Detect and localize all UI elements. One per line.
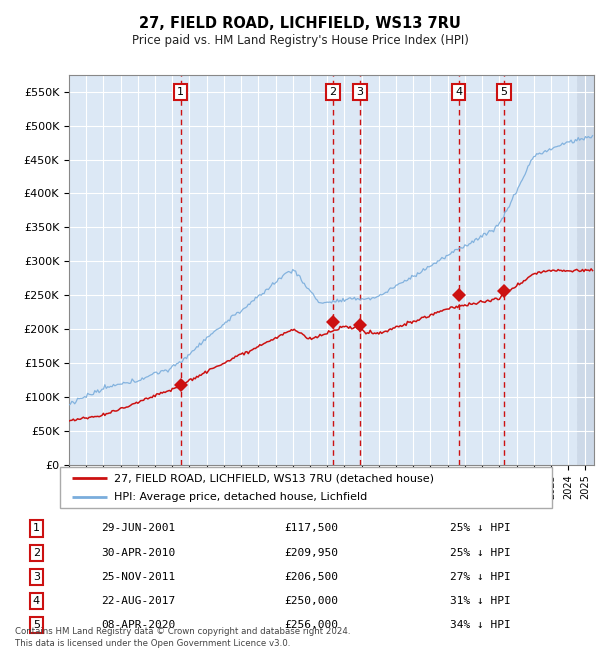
Text: 34% ↓ HPI: 34% ↓ HPI (450, 620, 511, 630)
Text: 4: 4 (455, 87, 462, 98)
Text: Contains HM Land Registry data © Crown copyright and database right 2024.
This d: Contains HM Land Registry data © Crown c… (15, 627, 350, 648)
Text: 3: 3 (356, 87, 364, 98)
Text: £250,000: £250,000 (284, 596, 338, 606)
FancyBboxPatch shape (60, 467, 552, 508)
Bar (577, 75, 594, 465)
Text: £206,500: £206,500 (284, 572, 338, 582)
Text: £256,000: £256,000 (284, 620, 338, 630)
Text: 1: 1 (32, 523, 40, 534)
Text: £117,500: £117,500 (284, 523, 338, 534)
Text: 29-JUN-2001: 29-JUN-2001 (101, 523, 176, 534)
Text: 30-APR-2010: 30-APR-2010 (101, 548, 176, 558)
Text: HPI: Average price, detached house, Lichfield: HPI: Average price, detached house, Lich… (114, 492, 367, 502)
Text: 1: 1 (177, 87, 184, 98)
Text: 08-APR-2020: 08-APR-2020 (101, 620, 176, 630)
Text: 27, FIELD ROAD, LICHFIELD, WS13 7RU (detached house): 27, FIELD ROAD, LICHFIELD, WS13 7RU (det… (114, 473, 434, 484)
Text: 5: 5 (32, 620, 40, 630)
Text: 5: 5 (500, 87, 508, 98)
Text: 2: 2 (32, 548, 40, 558)
Text: 3: 3 (32, 572, 40, 582)
Text: 25-NOV-2011: 25-NOV-2011 (101, 572, 176, 582)
Text: 25% ↓ HPI: 25% ↓ HPI (450, 548, 511, 558)
Text: Price paid vs. HM Land Registry's House Price Index (HPI): Price paid vs. HM Land Registry's House … (131, 34, 469, 47)
Text: 27, FIELD ROAD, LICHFIELD, WS13 7RU: 27, FIELD ROAD, LICHFIELD, WS13 7RU (139, 16, 461, 31)
Text: 22-AUG-2017: 22-AUG-2017 (101, 596, 176, 606)
Text: 27% ↓ HPI: 27% ↓ HPI (450, 572, 511, 582)
Text: £209,950: £209,950 (284, 548, 338, 558)
Text: 4: 4 (32, 596, 40, 606)
Text: 25% ↓ HPI: 25% ↓ HPI (450, 523, 511, 534)
Text: 31% ↓ HPI: 31% ↓ HPI (450, 596, 511, 606)
Text: 2: 2 (329, 87, 337, 98)
